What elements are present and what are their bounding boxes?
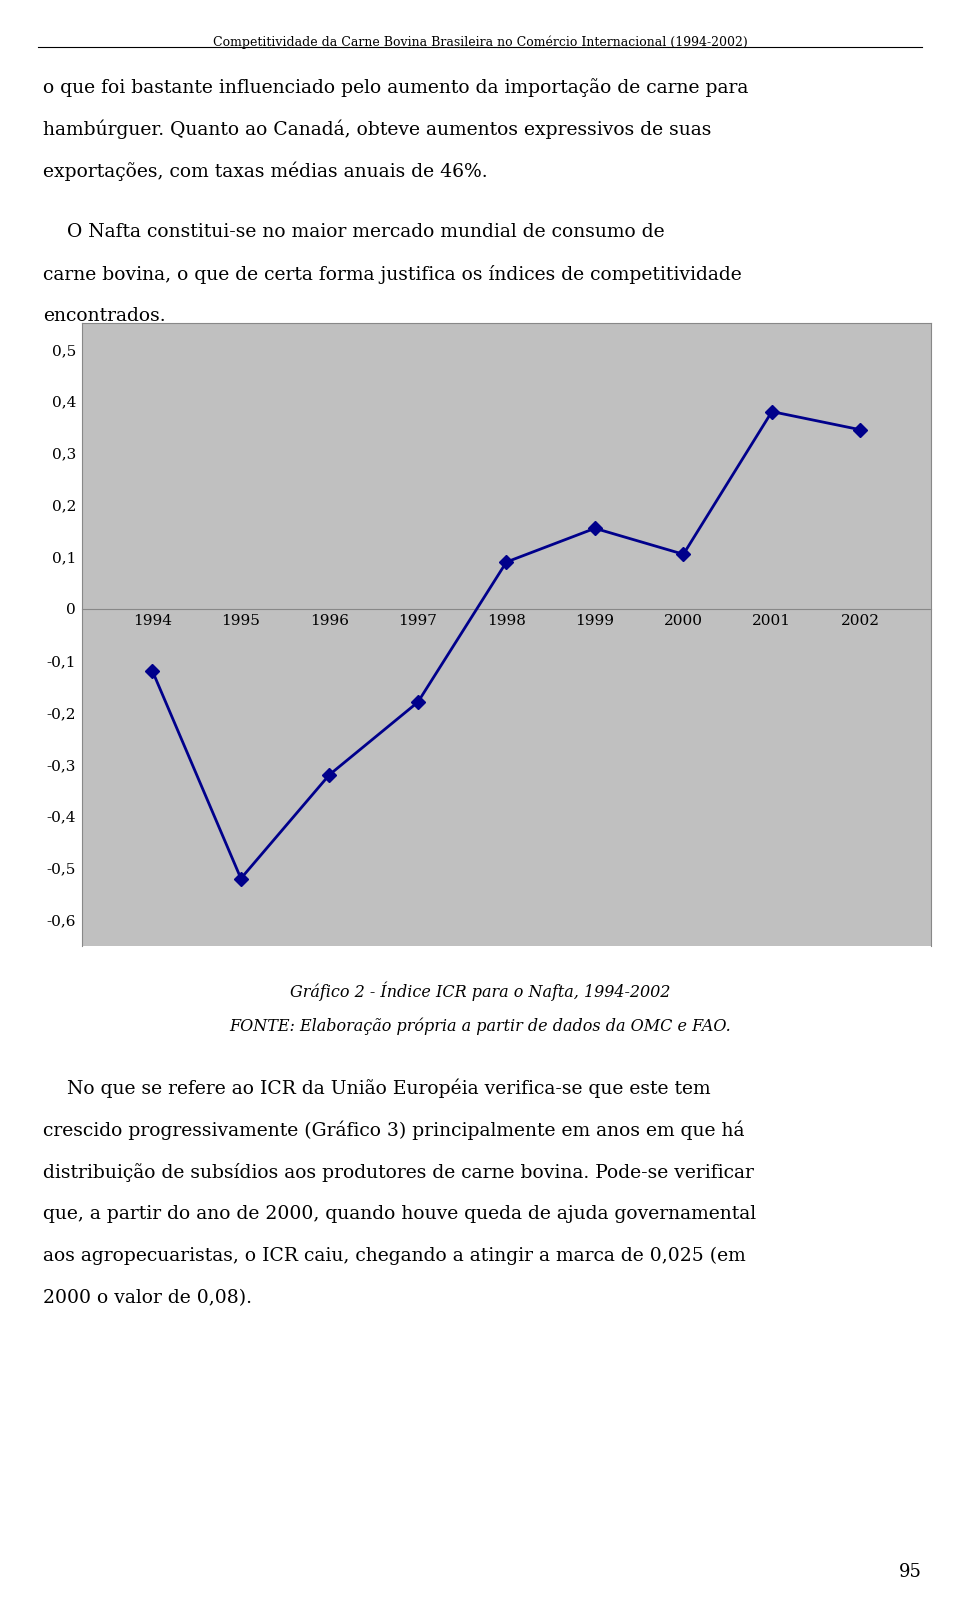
Text: encontrados.: encontrados. (43, 307, 166, 325)
Text: o que foi bastante influenciado pelo aumento da importação de carne para: o que foi bastante influenciado pelo aum… (43, 78, 749, 97)
Text: 2000 o valor de 0,08).: 2000 o valor de 0,08). (43, 1289, 252, 1307)
Text: O Nafta constitui-se no maior mercado mundial de consumo de: O Nafta constitui-se no maior mercado mu… (43, 223, 665, 241)
Text: 95: 95 (899, 1564, 922, 1581)
Text: crescido progressivamente (Gráfico 3) principalmente em anos em que há: crescido progressivamente (Gráfico 3) pr… (43, 1121, 745, 1140)
Text: Competitividade da Carne Bovina Brasileira no Comércio Internacional (1994-2002): Competitividade da Carne Bovina Brasilei… (212, 36, 748, 49)
Text: distribuição de subsídios aos produtores de carne bovina. Pode-se verificar: distribuição de subsídios aos produtores… (43, 1163, 754, 1182)
Text: hambúrguer. Quanto ao Canadá, obteve aumentos expressivos de suas: hambúrguer. Quanto ao Canadá, obteve aum… (43, 120, 711, 139)
Text: No que se refere ao ICR da União Européia verifica-se que este tem: No que se refere ao ICR da União Européi… (43, 1079, 710, 1098)
Text: exportações, com taxas médias anuais de 46%.: exportações, com taxas médias anuais de … (43, 162, 488, 181)
Text: que, a partir do ano de 2000, quando houve queda de ajuda governamental: que, a partir do ano de 2000, quando hou… (43, 1205, 756, 1222)
Text: Gráfico 2 - Índice ICR para o Nafta, 1994-2002: Gráfico 2 - Índice ICR para o Nafta, 199… (290, 982, 670, 1001)
Text: carne bovina, o que de certa forma justifica os índices de competitividade: carne bovina, o que de certa forma justi… (43, 265, 742, 285)
Text: FONTE: Elaboração própria a partir de dados da OMC e FAO.: FONTE: Elaboração própria a partir de da… (229, 1017, 731, 1035)
Text: aos agropecuaristas, o ICR caiu, chegando a atingir a marca de 0,025 (em: aos agropecuaristas, o ICR caiu, chegand… (43, 1247, 746, 1264)
